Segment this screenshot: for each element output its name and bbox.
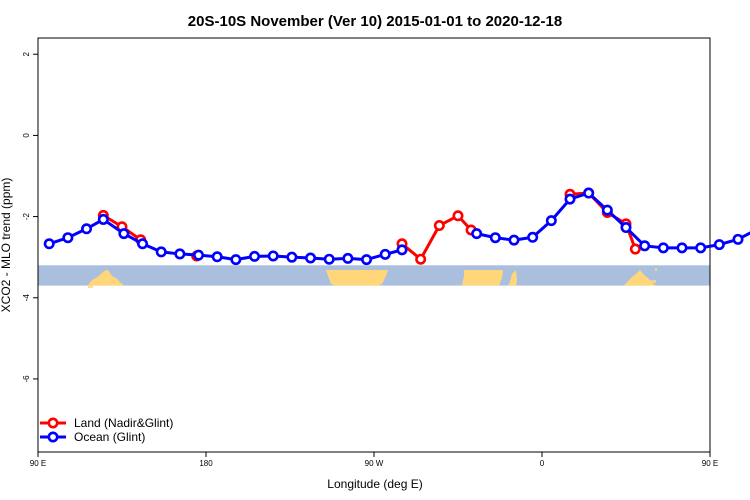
legend-label-ocean: Ocean (Glint) [74,430,145,444]
data-point [193,249,205,261]
data-point [657,242,669,254]
land-shape [508,270,517,286]
series-layer [43,187,750,266]
data-point [174,248,186,260]
x-axis: 90 E 180 90 W 0 90 E [30,452,718,468]
data-point [732,233,744,245]
data-point [323,253,335,265]
data-point [81,223,93,235]
land-mask-strip [38,265,710,288]
data-point [433,220,445,232]
data-point [155,246,167,258]
y-tick-label: -6 [22,375,31,383]
legend: Land (Nadir&Glint) Ocean (Glint) [40,416,173,444]
x-axis-label: Longitude (deg E) [327,477,422,491]
data-point [601,204,613,216]
y-axis: 2 0 -2 -4 -6 [22,51,38,383]
data-point [639,240,651,252]
data-point [676,242,688,254]
data-point [471,228,483,240]
data-point [620,222,632,234]
x-tick-label: 180 [199,459,213,468]
chart-title: 20S-10S November (Ver 10) 2015-01-01 to … [188,13,562,30]
data-point [342,252,354,264]
data-point [361,254,373,266]
data-point [508,234,520,246]
legend-label-land: Land (Nadir&Glint) [74,416,173,430]
land-shape [326,270,388,286]
series-ocean [43,187,750,266]
data-point [583,187,595,199]
land-speck [100,282,104,285]
data-point [249,250,261,262]
land-speck [88,285,93,288]
y-tick-label: 2 [22,51,31,56]
y-tick-label: -2 [22,212,31,220]
x-tick-label: 90 E [30,459,46,468]
data-point [97,213,109,225]
data-point [62,232,74,244]
land-speck [650,280,656,283]
series-line [476,191,750,250]
data-point [305,252,317,264]
y-tick-label: -4 [22,294,31,302]
data-point [545,215,557,227]
land-shape [460,270,503,286]
series-land [97,187,641,265]
data-point [452,210,464,222]
data-point [695,242,707,254]
data-point [230,254,242,266]
legend-marker-ocean [47,431,59,443]
y-tick-label: 0 [22,133,31,138]
data-point [713,239,725,251]
data-point [415,253,427,265]
data-point [267,250,279,262]
data-point [489,232,501,244]
data-point [137,238,149,250]
x-tick-label: 90 E [702,459,718,468]
x-tick-label: 90 W [365,459,384,468]
legend-item-land: Land (Nadir&Glint) [40,416,173,430]
data-point [211,251,223,263]
x-tick-label: 0 [540,459,545,468]
data-point [379,248,391,260]
land-shape [86,270,126,286]
data-point [629,243,641,255]
data-point [564,193,576,205]
y-axis-label: XCO2 - MLO trend (ppm) [0,178,13,313]
data-point [118,228,130,240]
legend-marker-land [47,417,59,429]
data-point [43,238,55,250]
land-speck [655,268,657,271]
legend-item-ocean: Ocean (Glint) [40,430,145,444]
data-point [527,231,539,243]
data-point [396,244,408,256]
data-point [286,251,298,263]
